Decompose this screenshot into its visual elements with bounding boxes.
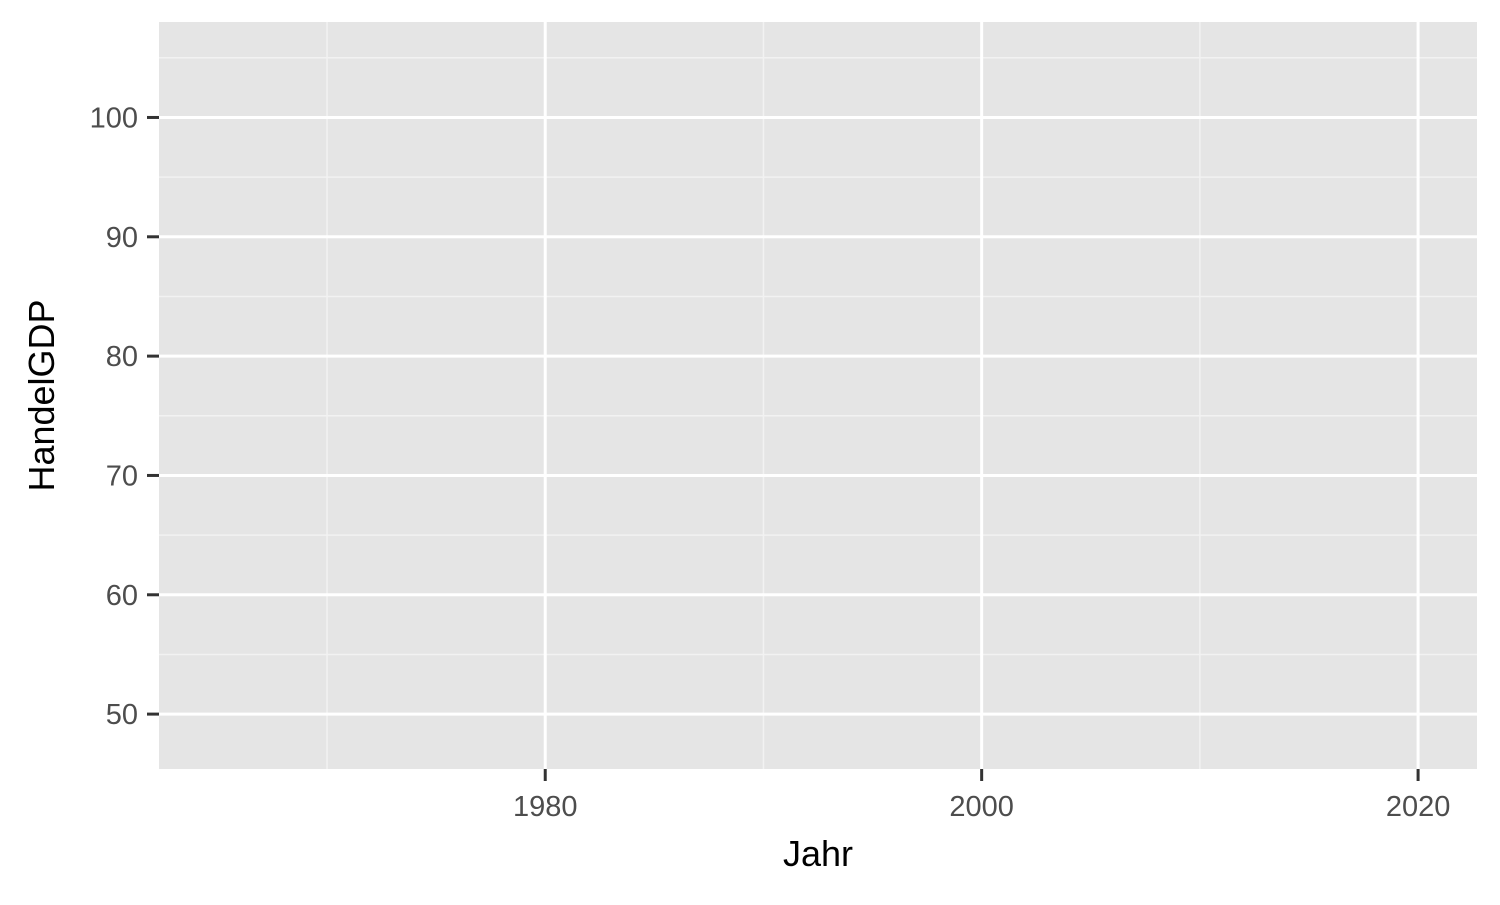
y-tick-label: 90 <box>106 222 138 254</box>
major-grid <box>159 22 1477 769</box>
y-tick-label: 70 <box>106 460 138 492</box>
y-tick-label: 80 <box>106 341 138 373</box>
x-tick-label: 2000 <box>949 791 1014 823</box>
x-axis-title: Jahr <box>783 833 853 874</box>
y-tick-label: 60 <box>106 580 138 612</box>
y-tick-label: 50 <box>106 699 138 731</box>
y-axis: 50 60 70 80 90 100 <box>90 102 159 731</box>
y-axis-title: HandelGDP <box>21 299 62 491</box>
y-tick-label: 100 <box>90 102 138 134</box>
plot-panel <box>159 22 1477 769</box>
minor-grid <box>159 22 1477 769</box>
x-axis: 1980 2000 2020 <box>513 769 1450 823</box>
x-tick-label: 1980 <box>513 791 578 823</box>
x-tick-label: 2020 <box>1386 791 1451 823</box>
